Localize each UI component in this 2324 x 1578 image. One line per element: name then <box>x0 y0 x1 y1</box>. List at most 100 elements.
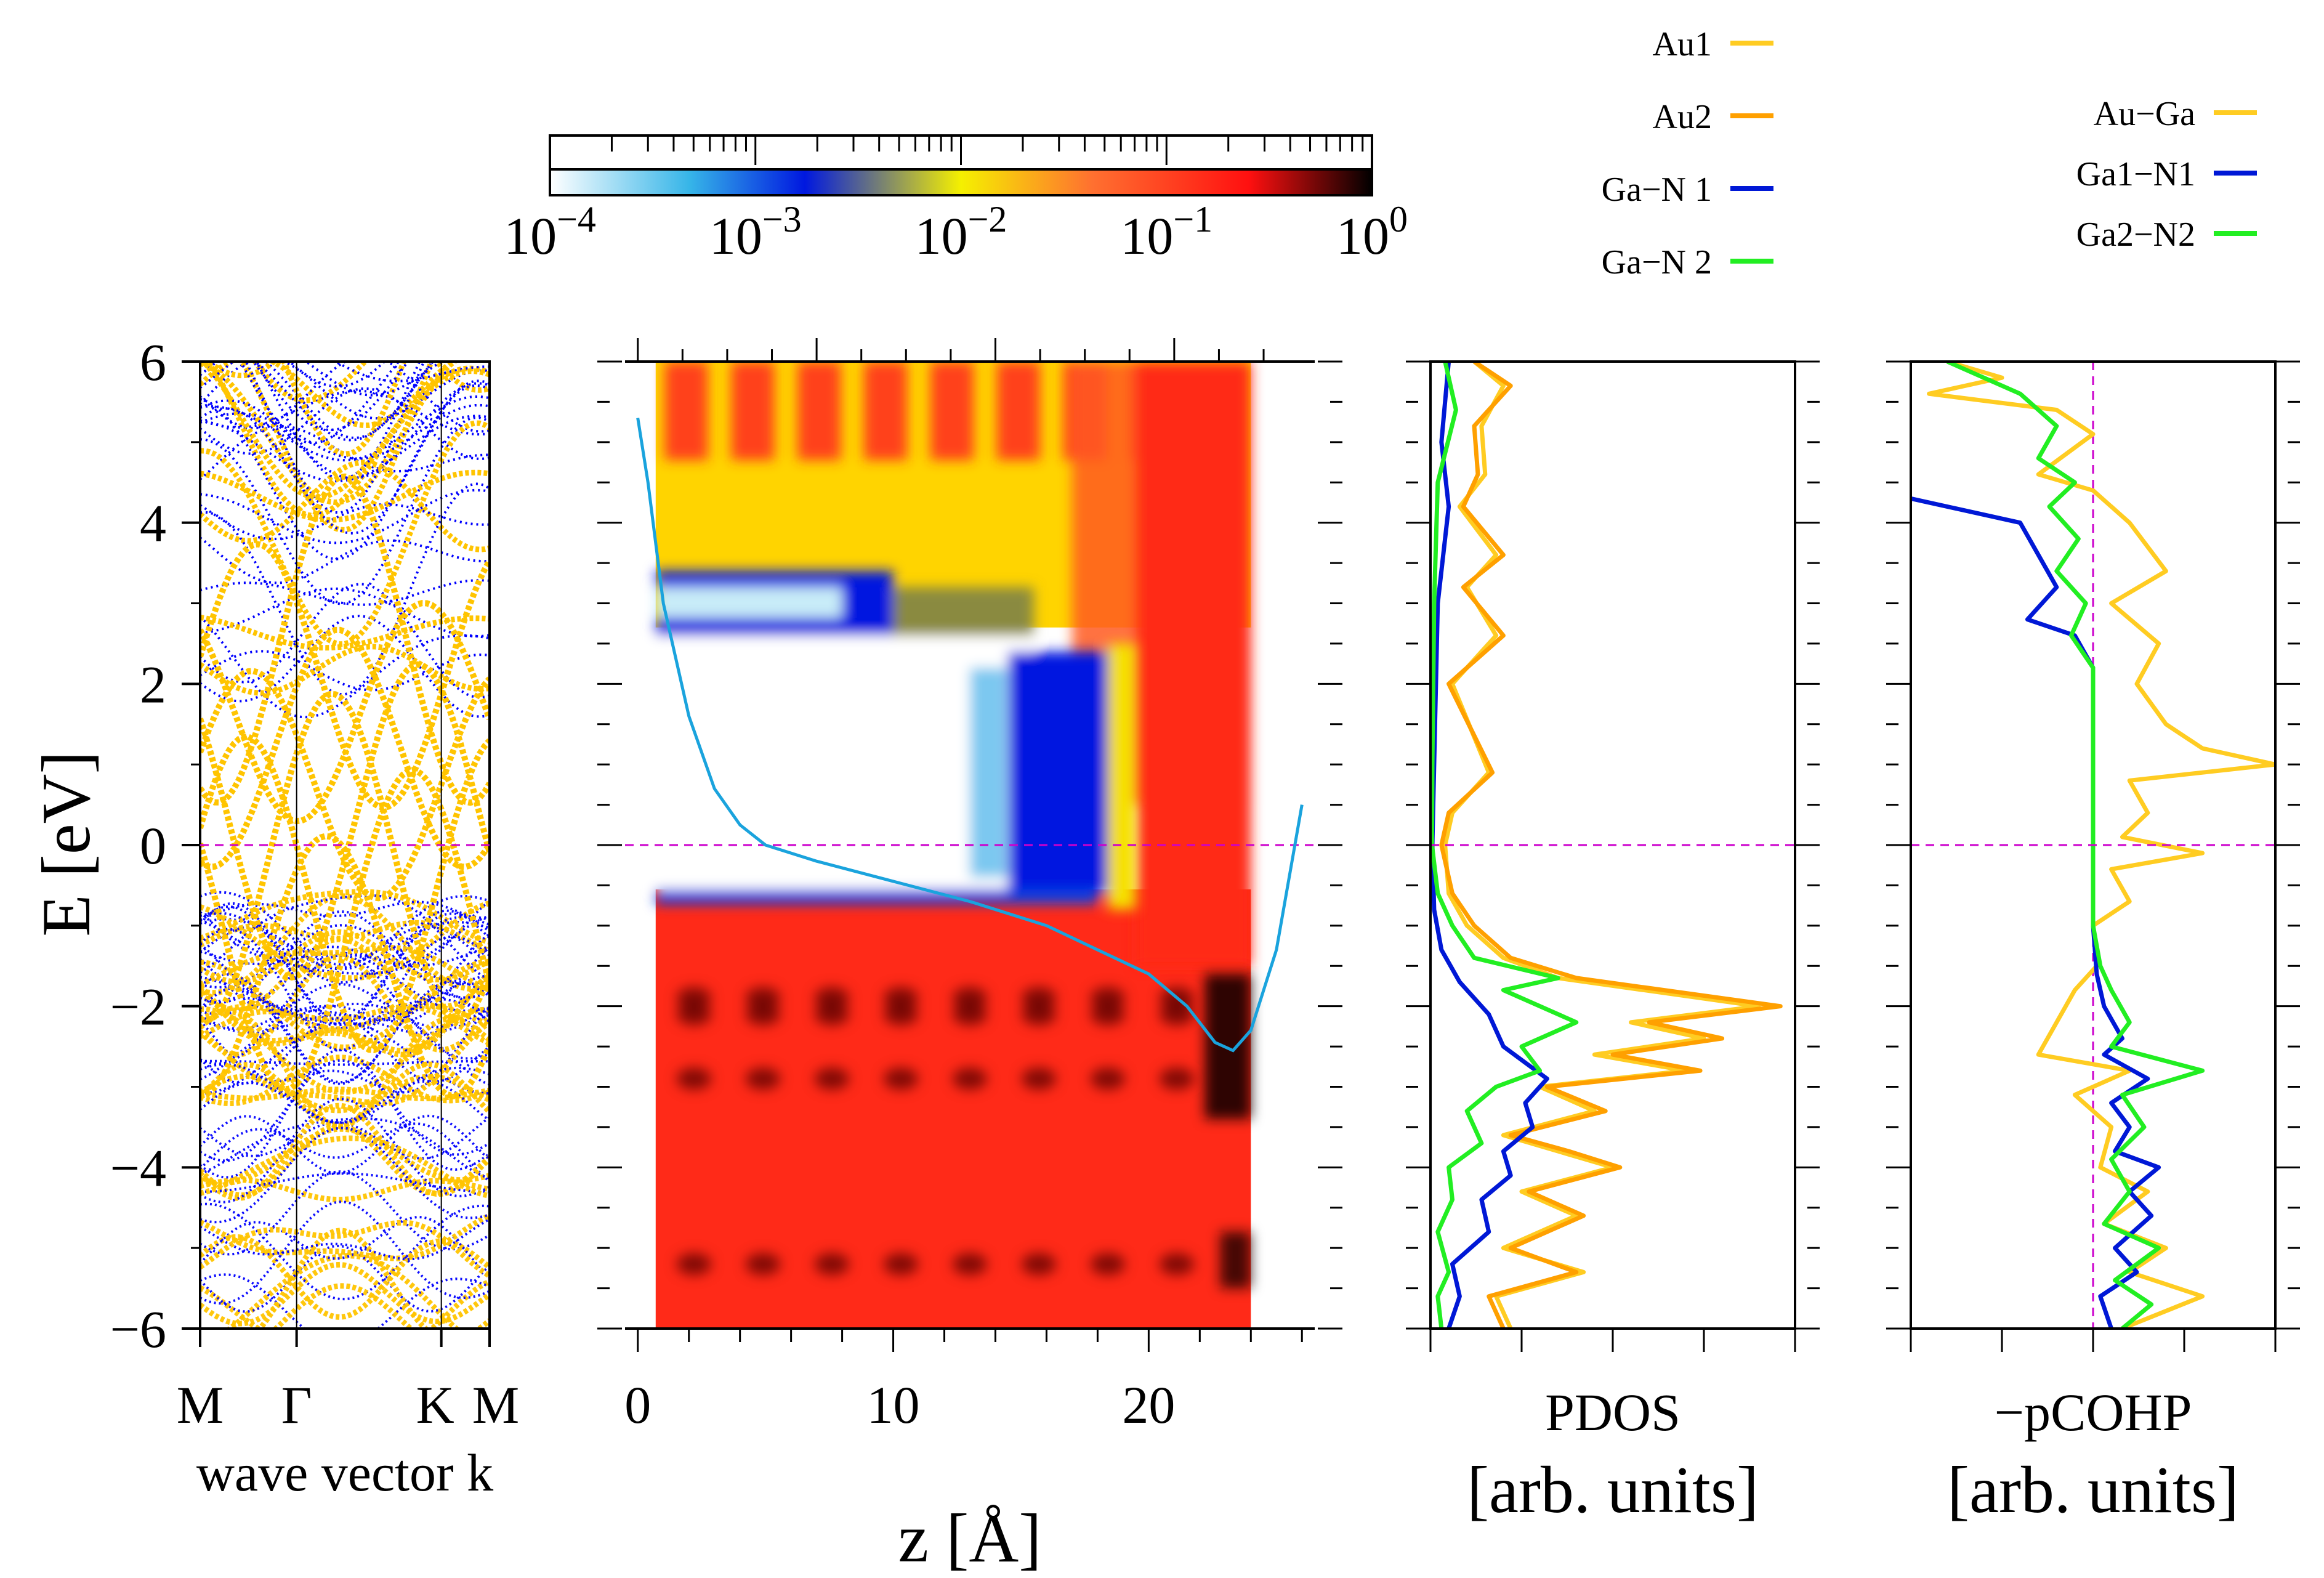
legend-label: Au2 <box>1653 98 1712 136</box>
band <box>200 536 490 585</box>
valence-hotspot <box>1160 1253 1194 1276</box>
cb-olive-strip <box>893 587 1034 636</box>
projected-band <box>200 1009 490 1130</box>
projected-band <box>200 1213 490 1261</box>
series-ga-n-1 <box>1430 362 1549 1329</box>
cb-lightblue-strip <box>655 587 842 618</box>
cb-tick-label: 10−1 <box>1120 199 1212 265</box>
valence-hotspot <box>1160 1003 1194 1026</box>
valence-hotspot <box>746 1253 780 1276</box>
valence-hotspot <box>953 1253 987 1276</box>
x-tick-label: 10 <box>867 1375 920 1434</box>
valence-hotspot <box>746 987 780 1010</box>
legend-label: Au−Ga <box>2094 95 2195 133</box>
conduction-hotspot <box>930 362 974 460</box>
projected-band <box>200 600 490 825</box>
band <box>200 583 490 699</box>
valence-hotspot <box>677 987 711 1010</box>
valence-hotspot <box>884 1253 918 1276</box>
valence-hotspot <box>1022 987 1056 1010</box>
pcohp-xlabel: −pCOHP <box>1995 1383 2192 1442</box>
y-tick-label: −2 <box>110 977 166 1037</box>
conduction-hotspot <box>864 362 908 460</box>
legend-label: Ga2−N2 <box>2076 216 2195 254</box>
x-tick-label: M <box>472 1375 519 1434</box>
interface-yellow <box>1108 643 1136 910</box>
ldos-heatmap-panel: 0 10 20 <box>597 338 1342 1434</box>
valence-hotspot <box>1220 1232 1251 1289</box>
projected-band <box>200 626 490 870</box>
band <box>200 503 490 541</box>
valence-hotspot <box>815 987 849 1010</box>
pdos-xlabel: PDOS <box>1545 1383 1680 1442</box>
valence-hotspot <box>815 1253 849 1276</box>
projected-band <box>272 1283 415 1329</box>
valence-hotspot <box>746 1003 780 1026</box>
band <box>200 1063 490 1124</box>
y-tick-label: 2 <box>140 655 166 714</box>
valence-hotspot <box>1091 1253 1125 1276</box>
legend-label: Au1 <box>1653 25 1712 63</box>
valence-hotspot <box>884 987 918 1010</box>
series-ga2-n2 <box>1946 362 2205 1329</box>
conduction-texture <box>664 362 1251 966</box>
conduction-hotspot <box>797 362 841 460</box>
valence-hotspot <box>746 1067 780 1090</box>
legend-label: Ga−N 1 <box>1602 171 1712 209</box>
band <box>200 997 490 1030</box>
projected-band <box>256 1228 490 1329</box>
map-xlabel: z [Å] <box>898 1500 1041 1577</box>
bands-xlabel: wave vector k <box>196 1443 493 1502</box>
y-tick-label: 0 <box>140 816 166 875</box>
band <box>200 946 490 1023</box>
band <box>200 312 490 336</box>
cb-tick-label: 10−2 <box>915 199 1007 265</box>
band <box>239 362 401 445</box>
valence-hotspot <box>1204 974 1251 1119</box>
projected-band <box>200 1220 490 1279</box>
projected-band <box>200 1261 490 1327</box>
band <box>288 362 386 388</box>
projected-band <box>200 945 490 993</box>
valence-hotspot <box>1091 987 1125 1010</box>
pdos-xlabel-units: [arb. units] <box>1467 1454 1759 1527</box>
projected-band <box>200 473 490 806</box>
projected-band <box>200 1234 490 1320</box>
pdos-legend: Au1 Au2 Ga−N 1 Ga−N 2 <box>1602 25 1773 281</box>
projected-band <box>225 1253 461 1329</box>
valence-hotspot <box>884 1067 918 1090</box>
legend-label: Ga−N 2 <box>1602 243 1712 281</box>
band <box>200 1273 490 1329</box>
valence-hotspot <box>1091 1003 1125 1026</box>
band <box>200 403 490 460</box>
series-ga1-n1 <box>1911 496 2161 1329</box>
projected-band <box>200 1054 490 1107</box>
pcohp-xlabel-units: [arb. units] <box>1947 1454 2239 1527</box>
band <box>200 974 490 1026</box>
potential-curve <box>636 418 1304 1053</box>
x-tick-label: 20 <box>1122 1375 1175 1434</box>
y-tick-label: 6 <box>140 333 166 392</box>
y-tick-label: −6 <box>110 1300 166 1359</box>
cb-tick-label: 10−4 <box>504 199 596 265</box>
band <box>252 362 435 442</box>
x-tick-label: Γ <box>281 1375 312 1434</box>
x-tick-label: 0 <box>624 1375 651 1434</box>
valence-hotspot <box>1022 1003 1056 1026</box>
colorbar: 10−4 10−3 10−2 10−1 100 <box>504 134 1408 265</box>
projected-band <box>200 971 490 1058</box>
projected-band <box>203 362 490 393</box>
valence-texture <box>677 974 1251 1289</box>
x-tick-label: K <box>416 1375 454 1434</box>
conduction-hotspot <box>731 362 775 460</box>
conduction-hotspot <box>996 362 1040 460</box>
band <box>200 1016 490 1085</box>
series-ga-n-2 <box>1430 362 1579 1329</box>
valence-hotspot <box>1022 1067 1056 1090</box>
band <box>200 362 444 397</box>
band <box>200 482 490 696</box>
band <box>200 1080 490 1124</box>
valence-hotspot <box>953 1003 987 1026</box>
